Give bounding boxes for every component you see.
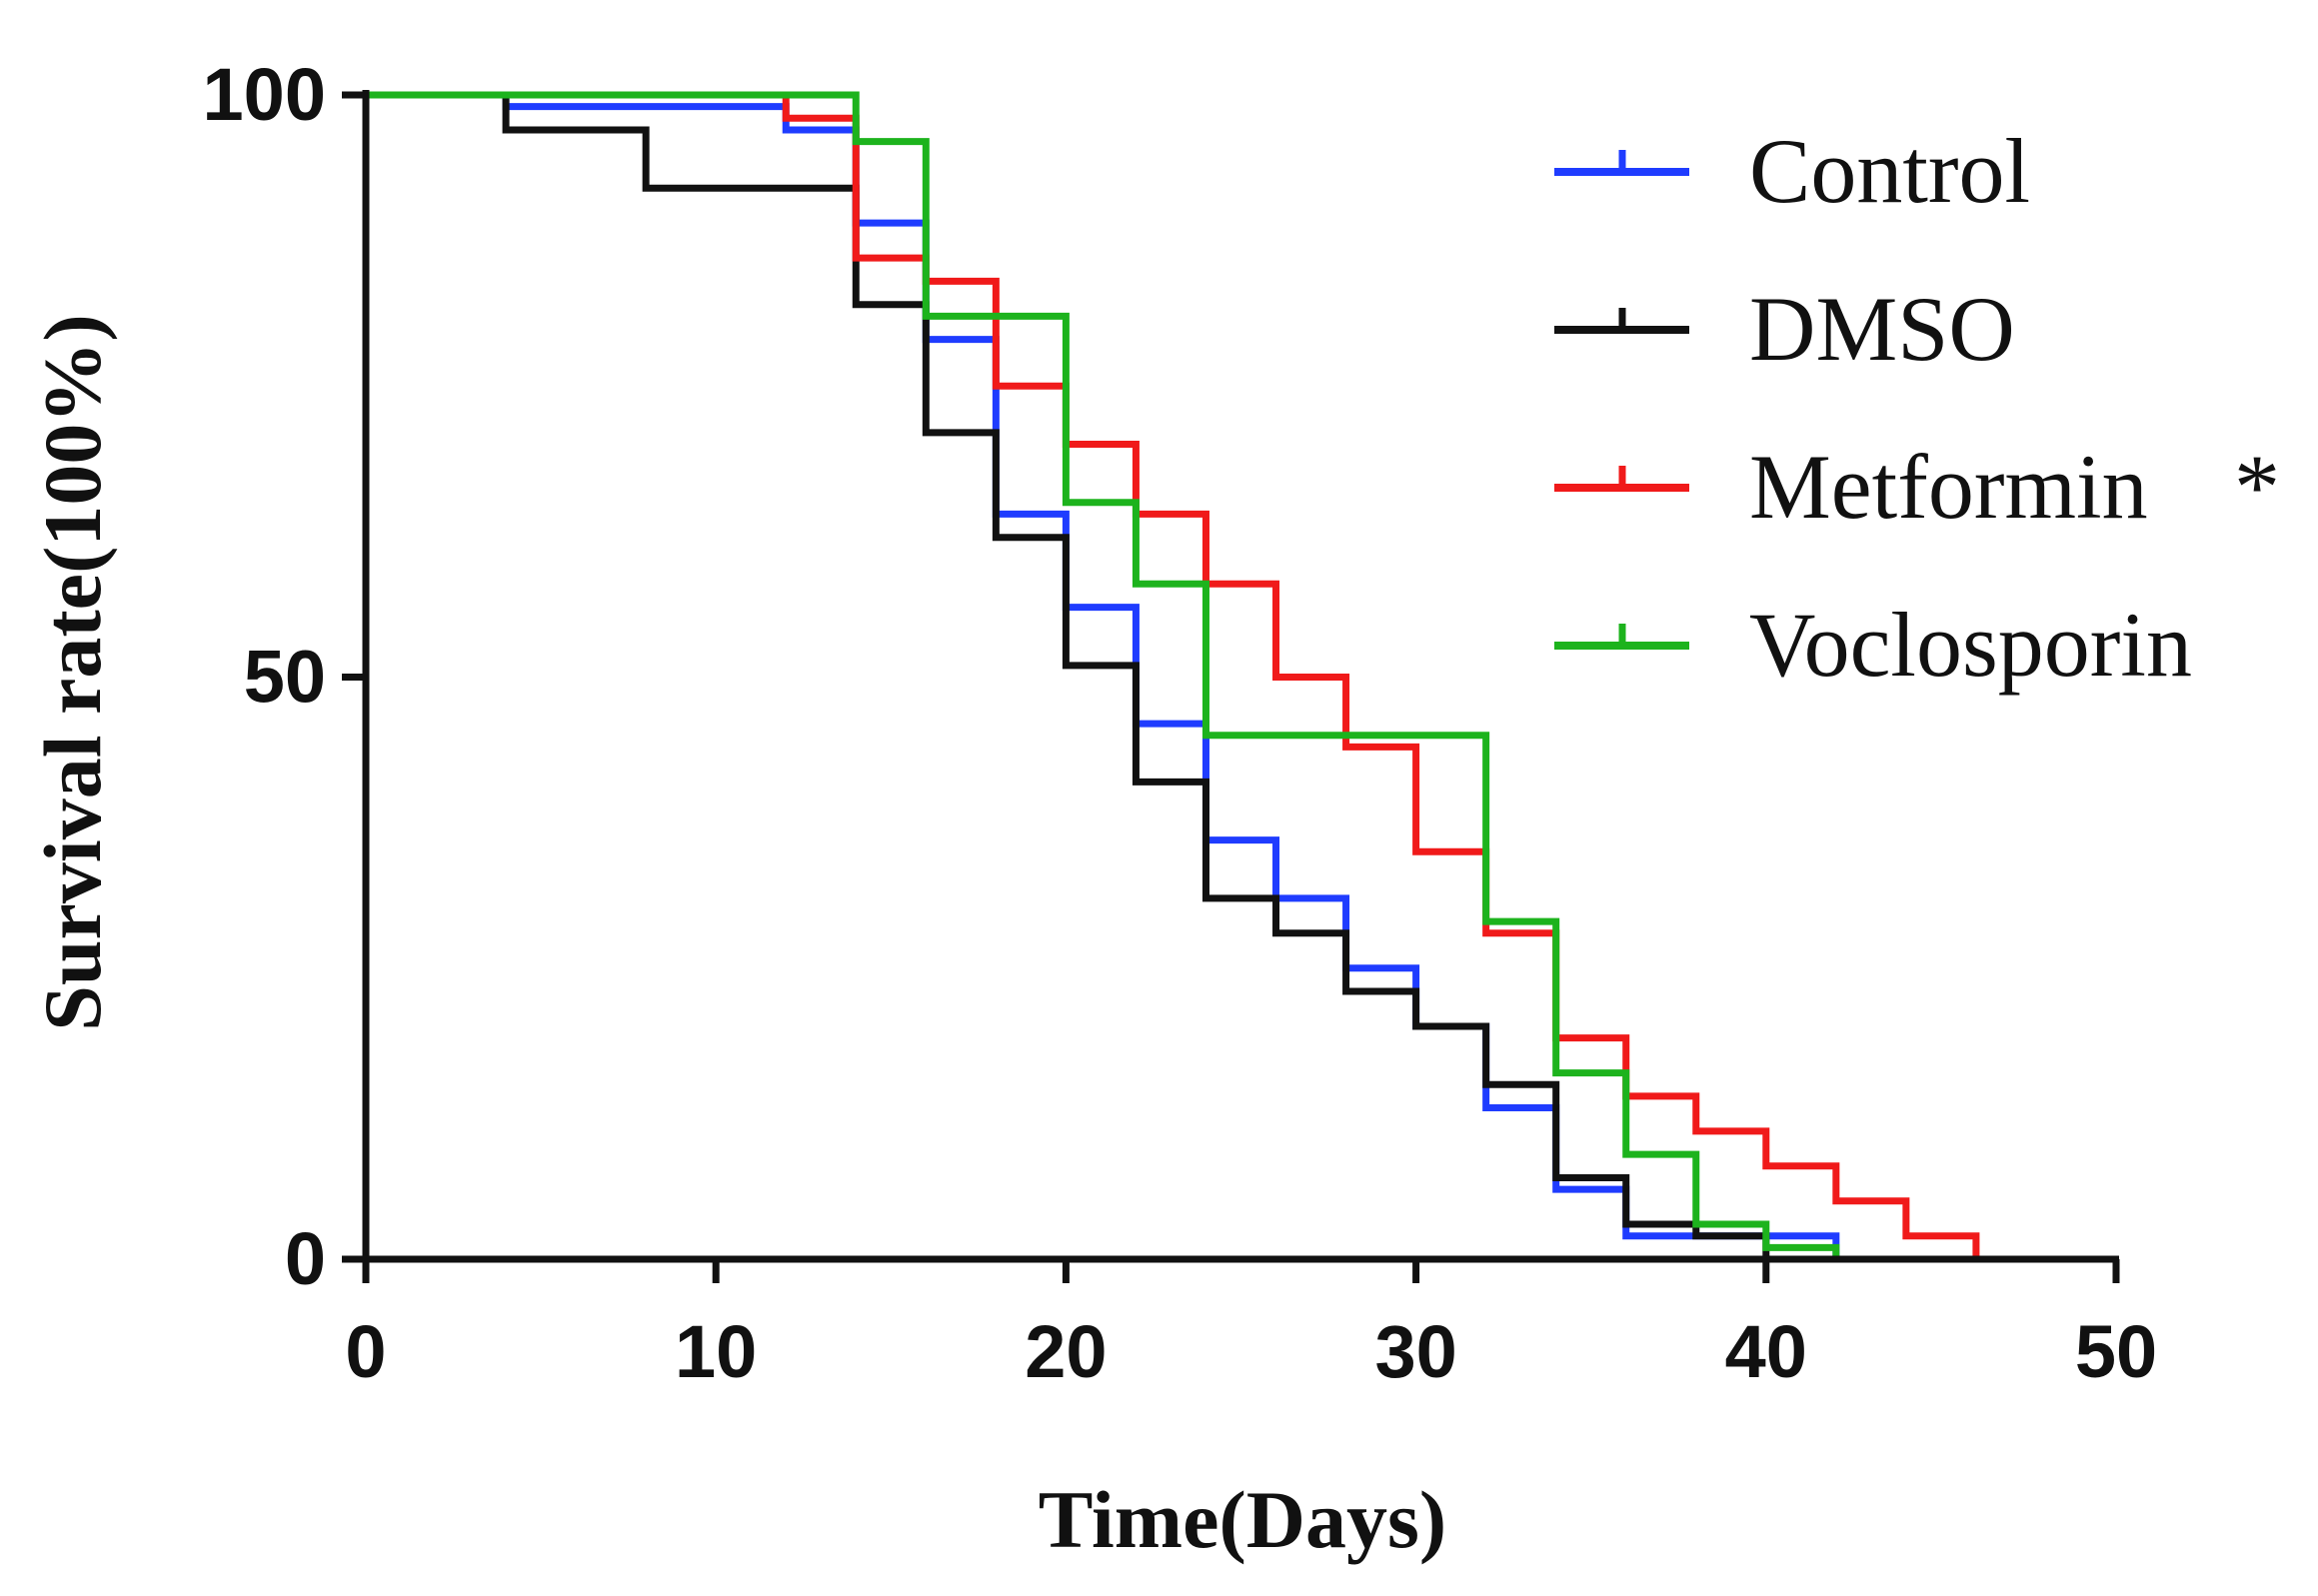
legend-item-metformin: Metformin * xyxy=(1554,436,2280,538)
x-tick-label: 50 xyxy=(2075,1310,2157,1393)
axes: 0 10 20 30 40 50 0 50 100 xyxy=(203,53,2158,1393)
x-axis-title: Time(Days) xyxy=(1039,1474,1446,1565)
legend-label: Voclosporin xyxy=(1749,594,2192,696)
x-ticks: 0 10 20 30 40 50 xyxy=(345,1259,2157,1393)
x-tick-label: 0 xyxy=(345,1310,386,1393)
legend-item-voclosporin: Voclosporin xyxy=(1554,594,2192,696)
series-line-metformin xyxy=(366,91,1980,1259)
y-tick-label: 0 xyxy=(285,1217,326,1300)
x-tick-label: 20 xyxy=(1025,1310,1107,1393)
legend-label: DMSO xyxy=(1749,278,2015,380)
x-tick-label: 10 xyxy=(675,1310,757,1393)
series-line-voclosporin xyxy=(366,91,1840,1259)
series-line-dmso xyxy=(366,91,1770,1259)
legend-label: Metformin xyxy=(1749,436,2148,538)
series-line-control xyxy=(366,91,1840,1259)
legend-item-control: Control xyxy=(1554,120,2030,222)
y-tick-label: 100 xyxy=(203,53,326,136)
legend-item-dmso: DMSO xyxy=(1554,278,2015,380)
series-layer xyxy=(366,91,1980,1259)
y-ticks: 0 50 100 xyxy=(203,53,366,1300)
x-tick-label: 40 xyxy=(1725,1310,1807,1393)
legend-label: Control xyxy=(1749,120,2030,222)
legend: Control DMSO Metformin * Voclosporin xyxy=(1554,120,2280,696)
significance-marker: * xyxy=(2234,436,2280,538)
x-tick-label: 30 xyxy=(1374,1310,1456,1393)
y-tick-label: 50 xyxy=(244,636,326,719)
y-axis-title: Survival rate(100%) xyxy=(27,314,118,1030)
